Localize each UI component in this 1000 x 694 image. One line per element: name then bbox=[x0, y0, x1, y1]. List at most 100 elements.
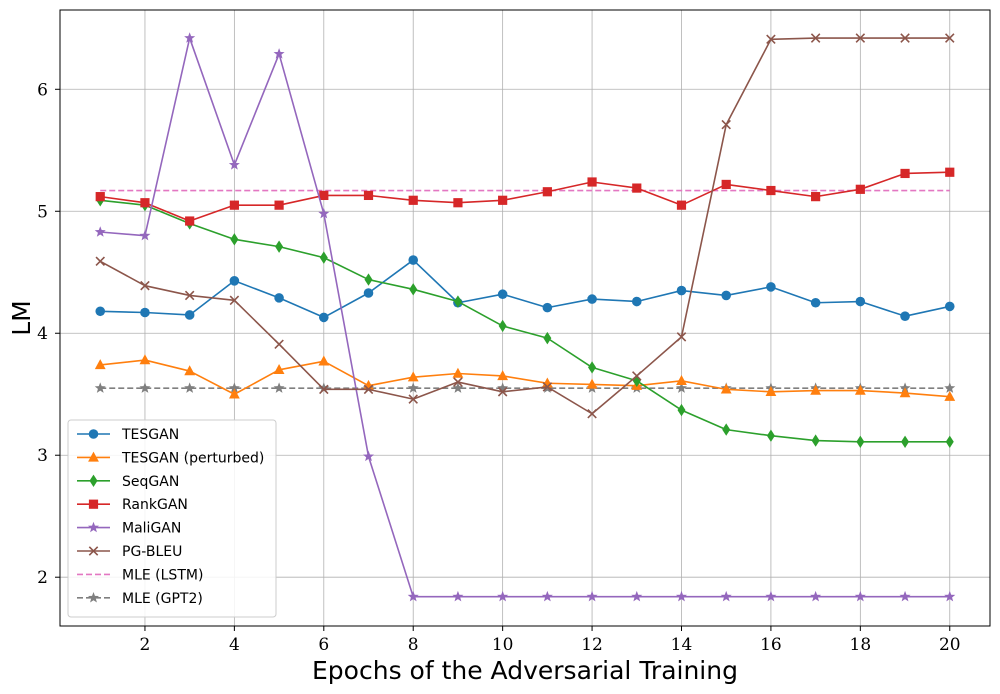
data-point bbox=[497, 382, 509, 393]
data-point bbox=[274, 293, 284, 303]
data-point bbox=[497, 387, 508, 397]
data-point bbox=[854, 384, 866, 395]
legend: TESGAN TESGAN (perturbed) SeqGAN RankGAN Mal… bbox=[67, 419, 277, 618]
data-point bbox=[230, 233, 239, 246]
data-point bbox=[944, 390, 956, 401]
y-axis-title: LM bbox=[7, 300, 36, 336]
data-point bbox=[765, 385, 777, 396]
data-point bbox=[810, 33, 821, 43]
series-line-maligan bbox=[100, 37, 950, 598]
data-point bbox=[452, 367, 464, 378]
series-line-tesgan-perturbed bbox=[100, 359, 950, 398]
data-point bbox=[765, 590, 777, 602]
legend-box bbox=[67, 419, 277, 618]
y-tick-label: 4 bbox=[37, 324, 48, 344]
x-tick-label: 20 bbox=[939, 635, 961, 655]
data-point bbox=[185, 216, 195, 226]
legend-label-tesgan-perturbed: TESGAN (perturbed) bbox=[121, 450, 264, 466]
x-tick-label: 16 bbox=[760, 635, 782, 655]
data-point bbox=[95, 306, 106, 317]
data-point bbox=[542, 382, 553, 392]
legend-label-tesgan: TESGAN bbox=[121, 427, 179, 443]
data-point bbox=[228, 388, 240, 399]
data-point bbox=[766, 34, 776, 45]
series-tesgan bbox=[95, 255, 955, 323]
data-point bbox=[676, 375, 687, 386]
data-point bbox=[811, 434, 820, 447]
data-point bbox=[944, 33, 955, 43]
data-point bbox=[362, 450, 375, 462]
data-point bbox=[363, 190, 374, 201]
data-point bbox=[273, 382, 285, 393]
data-point bbox=[944, 301, 955, 312]
data-point bbox=[855, 33, 866, 43]
data-point bbox=[274, 339, 284, 349]
data-point bbox=[318, 355, 330, 366]
x-tick-label: 8 bbox=[408, 635, 419, 655]
y-tick-label: 3 bbox=[37, 446, 48, 466]
data-point bbox=[497, 370, 509, 381]
data-point bbox=[453, 198, 463, 208]
data-point bbox=[675, 382, 688, 393]
data-point bbox=[899, 590, 911, 602]
x-tick-label: 14 bbox=[671, 635, 693, 655]
legend-marker-mle-gpt2 bbox=[87, 592, 100, 603]
data-point bbox=[184, 290, 195, 301]
data-point bbox=[318, 207, 330, 219]
legend-marker-maligan bbox=[87, 521, 100, 533]
data-point bbox=[632, 371, 642, 381]
data-point bbox=[229, 200, 239, 210]
data-point bbox=[587, 408, 597, 419]
legend-marker-pg-bleu bbox=[88, 546, 99, 556]
data-point bbox=[945, 167, 955, 177]
data-point bbox=[453, 295, 462, 308]
data-point bbox=[631, 590, 643, 602]
data-point bbox=[632, 183, 642, 193]
data-point bbox=[139, 382, 151, 393]
legend-marker-tesgan bbox=[88, 429, 99, 439]
data-point bbox=[721, 119, 731, 130]
data-point bbox=[95, 256, 106, 267]
x-tick-label: 10 bbox=[492, 635, 514, 655]
legend-label-seqgan: SeqGAN bbox=[122, 474, 179, 490]
x-tick-label: 6 bbox=[318, 635, 329, 655]
data-point bbox=[899, 387, 911, 398]
data-point bbox=[229, 295, 240, 306]
data-point bbox=[766, 429, 775, 442]
data-point bbox=[140, 280, 150, 291]
data-point bbox=[900, 168, 910, 179]
legend-label-pg-bleu: PG-BLEU bbox=[122, 544, 182, 560]
x-tick-label: 12 bbox=[581, 635, 603, 655]
data-point bbox=[631, 296, 642, 307]
series-lines bbox=[94, 32, 956, 602]
data-point bbox=[184, 382, 196, 393]
data-point bbox=[94, 359, 106, 370]
legend-label-rankgan: RankGAN bbox=[122, 497, 188, 513]
data-point bbox=[408, 255, 419, 265]
data-point bbox=[408, 195, 418, 205]
data-point bbox=[676, 332, 687, 342]
series-line-tesgan bbox=[100, 259, 950, 319]
data-point bbox=[273, 364, 285, 375]
data-point bbox=[543, 331, 552, 345]
series-maligan bbox=[94, 32, 956, 602]
x-axis-title: Epochs of the Adversarial Training bbox=[312, 656, 738, 685]
data-point bbox=[720, 383, 732, 394]
data-point bbox=[587, 177, 597, 187]
data-point bbox=[720, 590, 732, 602]
data-point bbox=[184, 365, 196, 376]
data-point bbox=[855, 296, 866, 307]
data-point bbox=[407, 371, 419, 382]
data-point bbox=[274, 200, 284, 210]
data-point bbox=[677, 403, 686, 417]
data-point bbox=[273, 48, 285, 59]
legend-label-mle-lstm: MLE (LSTM) bbox=[122, 567, 203, 583]
data-point bbox=[228, 159, 240, 170]
data-point bbox=[541, 590, 553, 602]
data-point bbox=[542, 302, 553, 313]
data-point bbox=[275, 240, 284, 253]
data-point bbox=[676, 285, 687, 296]
data-point bbox=[452, 590, 464, 602]
data-point bbox=[497, 590, 509, 602]
